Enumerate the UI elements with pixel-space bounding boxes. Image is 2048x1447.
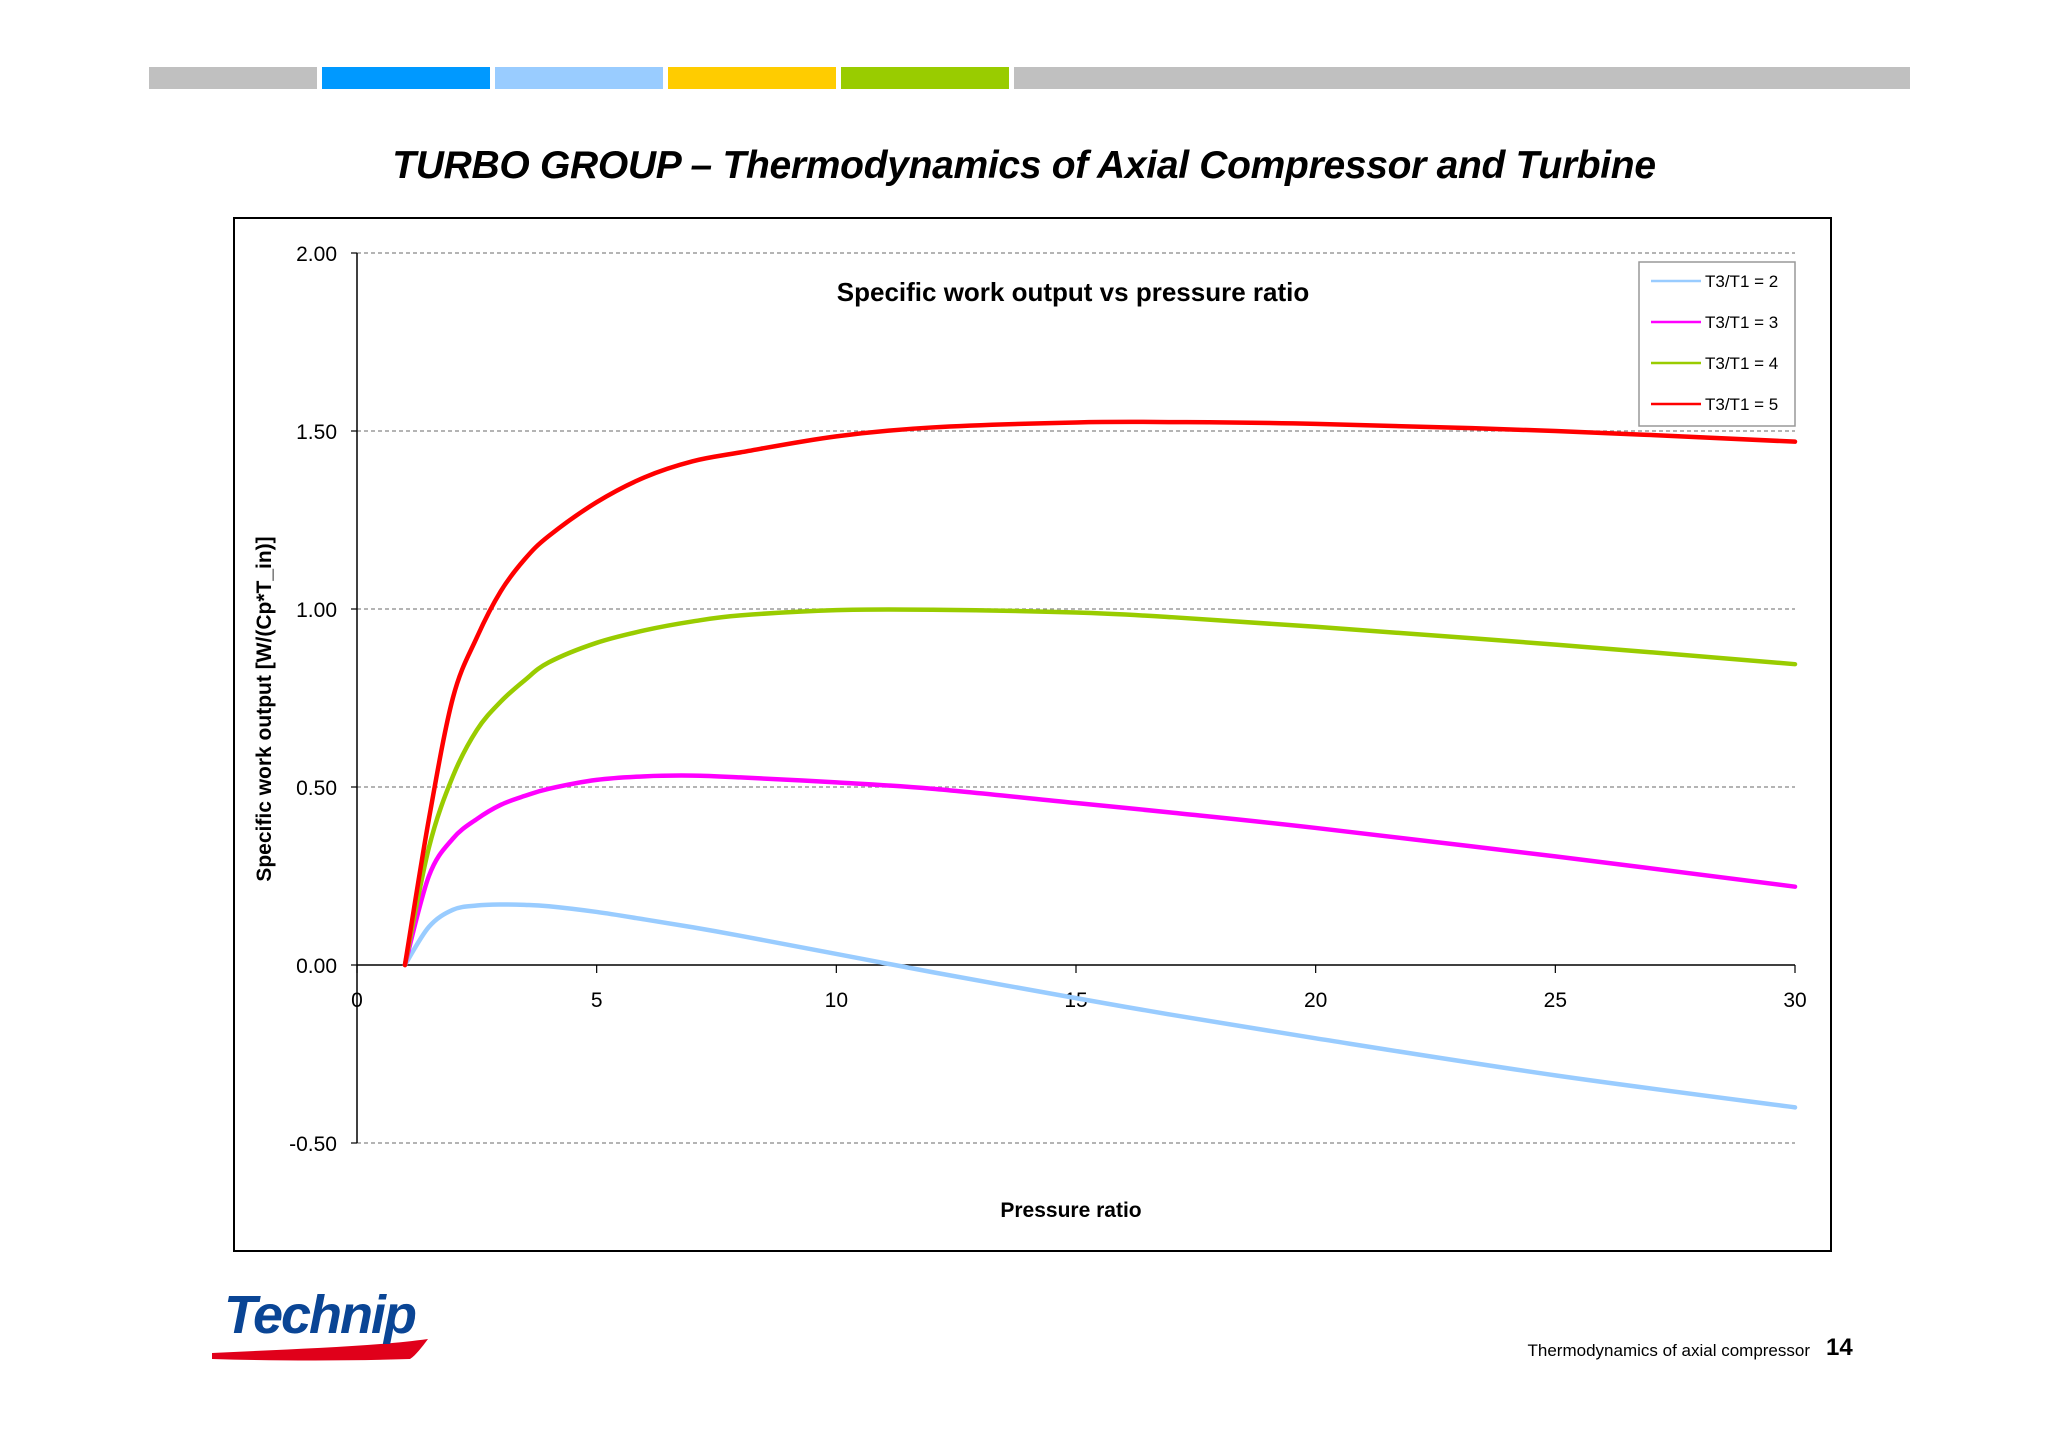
top-color-bar-4 (668, 67, 836, 89)
x-tick-label-5: 25 (1544, 989, 1567, 1012)
y-tick-label-4: 1.50 (296, 421, 337, 444)
y-tick-label-3: 1.00 (296, 599, 337, 622)
x-tick-label-2: 10 (825, 989, 848, 1012)
x-tick-label-4: 20 (1304, 989, 1327, 1012)
page-number: 14 (1826, 1334, 1853, 1361)
technip-logo: Technip (212, 1285, 428, 1361)
line-chart: -0.50 0.00 0.50 1.00 1.50 2.00 0 5 10 15 20 25 30 Sp… (253, 243, 1807, 1222)
footer-caption: Thermodynamics of axial compressor (1527, 1341, 1810, 1360)
series-line-4 (402, 419, 1798, 968)
chart-series-lines (402, 419, 1798, 1110)
logo-swoosh (212, 1339, 428, 1361)
y-axis-label: Specific work output [W/(Cp*T_in)] (253, 536, 276, 881)
top-color-bar-5 (841, 67, 1009, 89)
chart-title: Specific work output vs pressure ratio (837, 277, 1309, 307)
legend-label-1: T3/T1 = 2 (1705, 272, 1778, 291)
x-axis-label: Pressure ratio (1000, 1199, 1141, 1222)
legend-label-4: T3/T1 = 5 (1705, 395, 1778, 414)
chart-frame: -0.50 0.00 0.50 1.00 1.50 2.00 0 5 10 15 20 25 30 Sp… (233, 217, 1832, 1252)
y-tick-label-0: -0.50 (289, 1133, 337, 1156)
x-tick-label-3: 15 (1064, 989, 1087, 1012)
y-tick-label-5: 2.00 (296, 243, 337, 266)
y-tick-label-1: 0.00 (296, 955, 337, 978)
top-color-bar-3 (495, 67, 663, 89)
x-tick-label-1: 5 (591, 989, 603, 1012)
top-color-bar-2 (322, 67, 490, 89)
top-color-bar-1 (149, 67, 317, 89)
top-color-bar-6 (1014, 67, 1910, 89)
series-line-1 (402, 902, 1798, 1110)
series-line-2 (402, 773, 1798, 968)
y-tick-label-2: 0.50 (296, 777, 337, 800)
logo-wordmark: Technip (224, 1285, 416, 1345)
chart-ticks: -0.50 0.00 0.50 1.00 1.50 2.00 0 5 10 15 20 25 30 (289, 243, 1807, 1156)
legend-box (1638, 261, 1796, 427)
x-tick-label-0: 0 (351, 989, 363, 1012)
slide-title: TURBO GROUP – Thermodynamics of Axial Co… (392, 144, 1656, 187)
legend-label-3: T3/T1 = 4 (1705, 354, 1778, 373)
legend-label-2: T3/T1 = 3 (1705, 313, 1778, 332)
chart-legend: T3/T1 = 2 T3/T1 = 3 T3/T1 = 4 T3/T1 = 5 (1638, 261, 1796, 427)
x-tick-label-6: 30 (1783, 989, 1806, 1012)
series-line-3 (402, 607, 1798, 968)
